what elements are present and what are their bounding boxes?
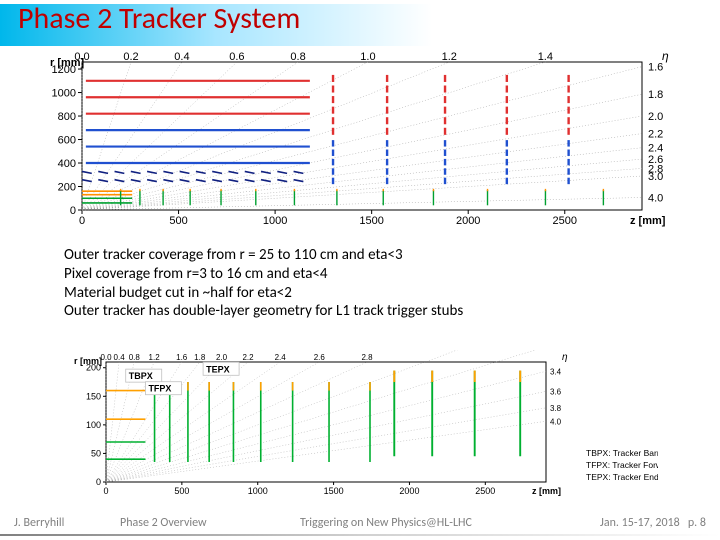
svg-text:800: 800 (58, 111, 76, 123)
svg-text:η: η (562, 352, 568, 363)
svg-text:0.0: 0.0 (100, 353, 112, 362)
svg-text:0: 0 (70, 205, 76, 217)
footer: J. Berryhill Phase 2 Overview Triggering… (0, 516, 720, 534)
svg-text:0.6: 0.6 (229, 52, 244, 63)
svg-text:1500: 1500 (359, 215, 383, 227)
svg-text:1000: 1000 (52, 88, 76, 100)
svg-text:TFPX: TFPX (148, 384, 171, 394)
svg-text:2.0: 2.0 (648, 111, 663, 123)
svg-text:500: 500 (174, 486, 189, 496)
svg-text:3.8: 3.8 (550, 404, 562, 413)
slide: Phase 2 Tracker System 02004006008001000… (0, 0, 720, 540)
svg-text:2.2: 2.2 (648, 129, 663, 141)
caption-block: Outer tracker coverage from r = 25 to 11… (64, 246, 664, 321)
svg-text:1.2: 1.2 (442, 52, 457, 63)
svg-text:1500: 1500 (324, 486, 344, 496)
svg-text:0: 0 (103, 486, 108, 496)
svg-text:z [mm]: z [mm] (532, 486, 561, 496)
svg-text:1.8: 1.8 (194, 353, 206, 362)
svg-text:1.0: 1.0 (360, 52, 375, 63)
footer-date: Jan. 15-17, 2018 (600, 516, 680, 530)
chart1-svg: 020040060080010001200r [mm]0500100015002… (36, 52, 680, 234)
footer-right: Jan. 15-17, 2018 p. 8 (600, 516, 706, 530)
svg-text:1.4: 1.4 (538, 52, 553, 63)
svg-text:1.6: 1.6 (648, 62, 663, 74)
svg-text:0.4: 0.4 (174, 52, 189, 63)
svg-text:1.8: 1.8 (648, 89, 663, 101)
svg-text:z [mm]: z [mm] (630, 215, 666, 227)
svg-text:2500: 2500 (553, 215, 577, 227)
svg-text:0: 0 (79, 215, 85, 227)
slide-title: Phase 2 Tracker System (18, 0, 300, 37)
svg-text:100: 100 (86, 420, 101, 430)
svg-text:50: 50 (91, 448, 101, 458)
svg-text:3.6: 3.6 (550, 387, 562, 396)
svg-text:TBPX: Tracker Barrel Pixel Det: TBPX: Tracker Barrel Pixel Detector (586, 448, 658, 458)
pixel-layout-chart: 05010015020005001000150020002500r [mm]z … (62, 350, 658, 500)
svg-text:2000: 2000 (399, 486, 419, 496)
svg-text:TFPX: Tracker Forward Pixel De: TFPX: Tracker Forward Pixel Detector (586, 460, 658, 470)
svg-text:2000: 2000 (456, 215, 480, 227)
caption-line: Outer tracker coverage from r = 25 to 11… (64, 246, 664, 265)
svg-text:2.4: 2.4 (275, 353, 287, 362)
footer-rule (0, 534, 720, 536)
svg-text:2.8: 2.8 (361, 353, 373, 362)
svg-text:0.4: 0.4 (114, 353, 126, 362)
svg-text:2.4: 2.4 (648, 143, 663, 155)
svg-text:2.2: 2.2 (242, 353, 254, 362)
footer-page: p. 8 (688, 516, 706, 530)
svg-text:4.0: 4.0 (648, 193, 663, 205)
svg-text:2.6: 2.6 (314, 353, 326, 362)
svg-text:0.8: 0.8 (290, 52, 305, 63)
caption-line: Outer tracker has double-layer geometry … (64, 302, 664, 321)
svg-text:4.0: 4.0 (550, 417, 562, 426)
svg-text:2.0: 2.0 (216, 353, 228, 362)
svg-text:0.8: 0.8 (129, 353, 141, 362)
caption-line: Material budget cut in ~half for eta<2 (64, 284, 664, 303)
svg-text:1000: 1000 (248, 486, 268, 496)
svg-text:r [mm]: r [mm] (74, 356, 102, 366)
svg-text:TEPX: TEPX (206, 364, 230, 374)
svg-text:600: 600 (58, 135, 76, 147)
svg-text:1.6: 1.6 (176, 353, 188, 362)
caption-line: Pixel coverage from r=3 to 16 cm and eta… (64, 265, 664, 284)
footer-center: Triggering on New Physics@HL-LHC (300, 516, 472, 530)
tracker-layout-chart: 020040060080010001200r [mm]0500100015002… (36, 52, 680, 234)
footer-section: Phase 2 Overview (120, 516, 207, 530)
chart2-svg: 05010015020005001000150020002500r [mm]z … (62, 350, 658, 500)
svg-text:1000: 1000 (263, 215, 287, 227)
svg-text:200: 200 (58, 182, 76, 194)
svg-text:3.2: 3.2 (550, 350, 562, 352)
svg-text:0: 0 (96, 477, 101, 487)
svg-text:TBPX: TBPX (129, 371, 153, 381)
footer-author: J. Berryhill (14, 516, 64, 530)
svg-text:1.2: 1.2 (149, 353, 161, 362)
svg-text:0.2: 0.2 (123, 52, 138, 63)
svg-text:3.4: 3.4 (550, 367, 562, 376)
svg-text:150: 150 (86, 391, 101, 401)
svg-text:TEPX: Tracker Endcap Pixel Det: TEPX: Tracker Endcap Pixel Detector (586, 472, 658, 482)
svg-text:2500: 2500 (475, 486, 495, 496)
svg-text:400: 400 (58, 158, 76, 170)
svg-text:3.0: 3.0 (648, 171, 663, 183)
svg-text:500: 500 (169, 215, 187, 227)
svg-text:0.0: 0.0 (74, 52, 89, 63)
